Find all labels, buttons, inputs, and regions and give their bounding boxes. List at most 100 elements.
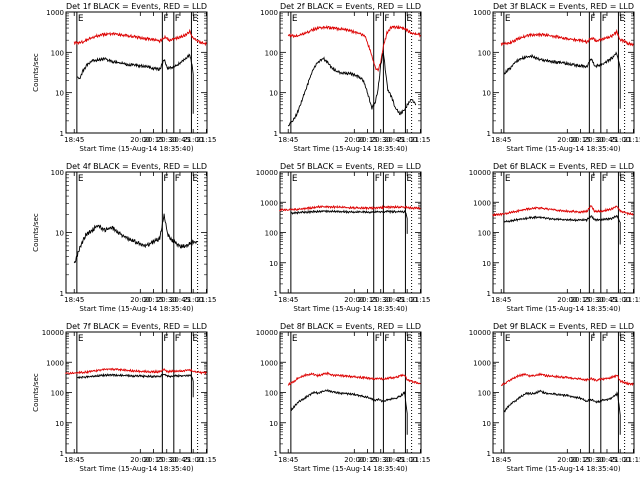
x-tick-label: 21:15 <box>410 296 430 304</box>
x-tick-label: 20:30 <box>371 136 391 144</box>
series-line-events <box>76 53 194 114</box>
y-tick-label: 10 <box>482 420 491 428</box>
x-tick-label: 20:15 <box>570 456 590 464</box>
x-tick-label: 20:45 <box>170 136 190 144</box>
x-tick-label: 21:00 <box>397 136 417 144</box>
event-marker-label: F <box>163 14 168 24</box>
y-tick-label: 10000 <box>42 329 64 337</box>
x-tick-label: 18:45 <box>491 456 511 464</box>
event-marker-label: E <box>505 334 511 344</box>
event-marker-label: E <box>505 14 511 24</box>
x-tick-label: 20:30 <box>584 296 604 304</box>
y-tick-label: 10000 <box>469 329 491 337</box>
x-tick-label: 21:15 <box>623 136 640 144</box>
x-tick-label: 21:00 <box>397 456 417 464</box>
y-minor-ticks <box>66 174 207 276</box>
x-tick-label: 20:15 <box>143 296 163 304</box>
series-line-lld <box>279 204 421 212</box>
chart-title: Det 1f BLACK = Events, RED = LLD <box>66 2 207 11</box>
y-tick-label: 1 <box>487 290 491 298</box>
event-marker-label: E <box>78 14 84 24</box>
x-tick-label: 20:15 <box>357 136 377 144</box>
event-marker-label: E <box>192 14 198 24</box>
x-tick-label: 21:00 <box>610 296 630 304</box>
x-tick-label: 21:15 <box>196 296 216 304</box>
y-tick-label: 1000 <box>260 359 278 367</box>
x-tick-label: 20:45 <box>597 456 617 464</box>
chart-title: Det 4f BLACK = Events, RED = LLD <box>66 162 207 171</box>
panel-det-2: Det 2f BLACK = Events, RED = LLD 1 10 100 10… <box>260 2 430 153</box>
x-axis-label: Start Time (15-Aug-14 18:35:40) <box>506 465 620 473</box>
y-tick-label: 100 <box>51 49 64 57</box>
x-tick-label: 20:00 <box>557 296 577 304</box>
event-marker-label: F <box>602 174 607 184</box>
y-minor-ticks <box>280 333 421 445</box>
y-tick-label: 1000 <box>473 359 491 367</box>
series-line-lld <box>500 372 634 387</box>
y-minor-ticks <box>66 333 207 445</box>
series-line-lld <box>492 205 634 217</box>
plot-frame <box>492 11 635 134</box>
y-axis-label: Counts/sec <box>32 53 40 92</box>
event-marker-label: E <box>292 174 298 184</box>
x-tick-label: 20:15 <box>357 296 377 304</box>
panel-det-9: Det 9f BLACK = Events, RED = LLD 1 10 100 10… <box>469 322 640 473</box>
panel-det-7: Det 7f BLACK = Events, RED = LLD 1 10 100 10… <box>32 322 217 473</box>
y-tick-label: 1 <box>487 450 491 458</box>
event-marker-label: F <box>375 14 380 24</box>
series-line-events <box>503 389 621 435</box>
x-tick-label: 20:00 <box>344 136 364 144</box>
event-marker-label: F <box>175 174 180 184</box>
chart-title: Det 3f BLACK = Events, RED = LLD <box>493 2 634 11</box>
x-tick-label: 20:00 <box>344 456 364 464</box>
x-tick-label: 20:30 <box>584 136 604 144</box>
x-tick-label: 20:30 <box>584 456 604 464</box>
y-tick-label: 100 <box>265 49 278 57</box>
panel-det-4: Det 4f BLACK = Events, RED = LLD 1 10 100 18… <box>32 162 217 313</box>
event-marker-label: E <box>619 334 625 344</box>
event-marker-label: E <box>619 174 625 184</box>
x-tick-label: 20:00 <box>130 136 150 144</box>
x-tick-label: 21:15 <box>196 456 216 464</box>
y-tick-label: 10 <box>55 420 64 428</box>
y-tick-label: 100 <box>478 230 491 238</box>
y-tick-label: 10 <box>55 90 64 98</box>
x-tick-label: 18:45 <box>278 136 298 144</box>
x-tick-label: 20:00 <box>344 296 364 304</box>
panel-det-3: Det 3f BLACK = Events, RED = LLD 1 10 100 10… <box>473 2 640 153</box>
event-marker-label: F <box>163 334 168 344</box>
x-tick-label: 20:45 <box>597 296 617 304</box>
series-line-events <box>290 388 408 435</box>
event-marker-label: F <box>590 14 595 24</box>
y-tick-label: 1000 <box>46 359 64 367</box>
x-tick-label: 18:45 <box>64 136 84 144</box>
y-tick-label: 100 <box>478 390 491 398</box>
chart-title: Det 7f BLACK = Events, RED = LLD <box>66 322 207 331</box>
y-minor-ticks <box>493 13 634 122</box>
x-axis-label: Start Time (15-Aug-14 18:35:40) <box>506 305 620 313</box>
y-tick-label: 1 <box>274 130 278 138</box>
y-tick-label: 1000 <box>473 199 491 207</box>
x-tick-label: 20:45 <box>170 456 190 464</box>
y-tick-label: 1000 <box>46 9 64 17</box>
event-marker-label: E <box>619 14 625 24</box>
y-tick-label: 10000 <box>256 169 278 177</box>
series-line-events <box>287 52 417 127</box>
y-tick-label: 100 <box>51 390 64 398</box>
y-tick-label: 1 <box>60 130 64 138</box>
event-marker-label: E <box>78 334 84 344</box>
y-tick-label: 1000 <box>260 199 278 207</box>
x-tick-label: 20:15 <box>570 296 590 304</box>
x-tick-label: 21:00 <box>183 456 203 464</box>
x-tick-label: 20:15 <box>357 456 377 464</box>
x-tick-label: 20:30 <box>371 456 391 464</box>
plot-frame <box>65 331 208 454</box>
y-tick-label: 1 <box>274 290 278 298</box>
y-minor-ticks <box>493 333 634 445</box>
y-tick-label: 100 <box>51 169 64 177</box>
event-marker-label: F <box>175 334 180 344</box>
x-axis-label: Start Time (15-Aug-14 18:35:40) <box>79 305 193 313</box>
series-line-events <box>290 209 408 234</box>
y-tick-label: 10 <box>482 90 491 98</box>
